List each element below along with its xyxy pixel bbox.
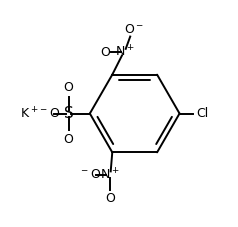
Text: $^-$O: $^-$O (79, 168, 101, 181)
Text: O: O (64, 81, 74, 94)
Text: S: S (64, 106, 74, 121)
Text: O: O (105, 192, 115, 205)
Text: K$^+$: K$^+$ (20, 106, 39, 121)
Text: N$^+$: N$^+$ (100, 167, 120, 183)
Text: O: O (101, 46, 110, 59)
Text: $^-$O: $^-$O (38, 107, 61, 120)
Text: N$^+$: N$^+$ (115, 44, 134, 60)
Text: O: O (64, 133, 74, 146)
Text: O$^-$: O$^-$ (124, 23, 144, 36)
Text: Cl: Cl (196, 107, 208, 120)
